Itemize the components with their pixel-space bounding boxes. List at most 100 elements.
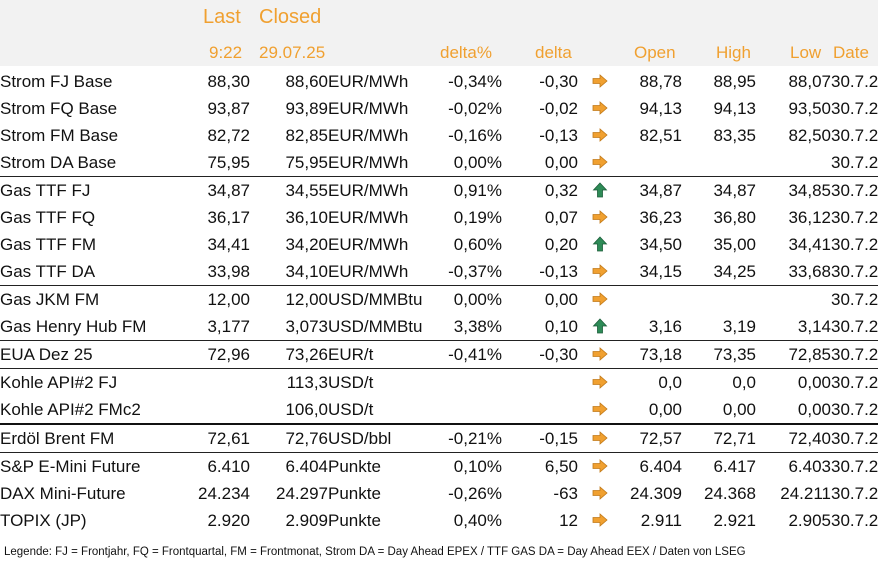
delta-value: -0,02 — [539, 98, 578, 118]
high-value — [682, 285, 756, 313]
arrow-right-icon — [578, 396, 622, 424]
last-value: 75,95 — [207, 152, 250, 172]
arrow-right-icon — [578, 368, 622, 396]
table-row: Gas TTF FQ 36,17 36,10 EUR/MWh 0,19% 0,07 36,2… — [0, 204, 878, 231]
open-value: 24.309 — [630, 483, 682, 503]
instrument-name: Gas JKM FM — [0, 285, 170, 313]
high-value: 34,87 — [682, 176, 756, 204]
instrument-name: Kohle API#2 FMc2 — [0, 399, 141, 419]
delta-percent: 0,40% — [453, 510, 502, 530]
header-closed-date: 29.07.25 — [259, 43, 326, 62]
row-date: 30.7.25 — [831, 71, 878, 91]
instrument-name: Erdöl Brent FM — [0, 423, 170, 453]
low-value — [756, 285, 831, 313]
header-delta: delta — [535, 43, 572, 62]
arrow-right-icon — [578, 507, 622, 534]
arrow-right-icon — [578, 258, 622, 286]
delta-value: -0,30 — [539, 71, 578, 91]
header-high: High — [716, 43, 751, 62]
header-last-time: 9:22 — [209, 43, 243, 62]
table-header: Last Closed 9:22 29.07.25 delta% delta O… — [0, 0, 878, 66]
high-value: 94,13 — [713, 98, 756, 118]
instrument-name: Strom FQ Base — [0, 98, 118, 118]
low-value: 34,85 — [756, 176, 831, 204]
delta-value: -0,15 — [502, 423, 578, 453]
open-value: 2.911 — [640, 510, 682, 530]
last-value: 72,96 — [170, 340, 250, 369]
delta-percent: 0,00% — [453, 152, 502, 172]
low-value: 72,85 — [756, 340, 831, 369]
high-value: 24.368 — [704, 483, 756, 503]
unit: EUR/MWh — [328, 261, 409, 281]
open-value: 0,0 — [622, 368, 682, 396]
high-value: 3,19 — [722, 316, 756, 336]
last-value: 24.234 — [198, 483, 250, 503]
arrow-right-icon — [578, 95, 622, 122]
last-value: 6.410 — [170, 452, 250, 480]
arrow-right-icon — [578, 452, 622, 480]
last-value: 33,98 — [207, 261, 250, 281]
delta-percent — [430, 368, 502, 396]
last-value — [170, 368, 250, 396]
delta-percent: -0,02% — [448, 98, 502, 118]
delta-percent: 3,38% — [453, 316, 502, 336]
last-value — [170, 396, 250, 424]
low-value: 2.905 — [788, 510, 831, 530]
high-value: 2.921 — [713, 510, 756, 530]
arrow-up-icon — [578, 231, 622, 258]
table-row: EUA Dez 25 72,96 73,26 EUR/t -0,41% -0,30 73,1… — [0, 340, 878, 369]
header-closed: Closed — [259, 6, 322, 28]
arrow-up-icon — [578, 176, 622, 204]
open-value: 73,18 — [622, 340, 682, 369]
low-value: 36,12 — [788, 207, 831, 227]
closed-value: 34,55 — [250, 176, 328, 204]
last-value: 88,30 — [207, 71, 250, 91]
high-value: 0,00 — [722, 399, 756, 419]
table-row: TOPIX (JP) 2.920 2.909 Punkte 0,40% 12 2.911 2.… — [0, 507, 878, 534]
low-value: 24.211 — [780, 483, 831, 503]
high-value: 35,00 — [713, 234, 756, 254]
row-date: 30.7.25 — [831, 125, 878, 145]
delta-value: -0,30 — [502, 340, 578, 369]
header-low: Low — [790, 43, 822, 62]
high-value: 36,80 — [713, 207, 756, 227]
unit: EUR/MWh — [328, 176, 430, 204]
instrument-name: Strom FM Base — [0, 125, 119, 145]
table-row: DAX Mini-Future 24.234 24.297 Punkte -0,26% -… — [0, 480, 878, 507]
high-value — [682, 149, 756, 177]
delta-value: 0,00 — [544, 152, 578, 172]
low-value — [756, 149, 831, 177]
table-row: Kohle API#2 FMc2 106,0 USD/t 0,00 0,00 0,00 30… — [0, 396, 878, 424]
high-value: 83,35 — [713, 125, 756, 145]
table-row: Kohle API#2 FJ 113,3 USD/t 0,0 0,0 0,00 30.7.2… — [0, 368, 878, 396]
unit: EUR/MWh — [328, 207, 409, 227]
table-row: Gas TTF FJ 34,87 34,55 EUR/MWh 0,91% 0,32 34,8… — [0, 176, 878, 204]
last-value: 82,72 — [207, 125, 250, 145]
closed-value: 82,85 — [285, 125, 328, 145]
high-value: 73,35 — [682, 340, 756, 369]
header-delta-pct: delta% — [440, 43, 492, 62]
low-value: 72,40 — [756, 423, 831, 453]
unit: Punkte — [328, 510, 381, 530]
closed-value: 93,89 — [285, 98, 328, 118]
arrow-right-icon — [578, 149, 622, 177]
instrument-name: DAX Mini-Future — [0, 483, 126, 503]
high-value: 0,0 — [682, 368, 756, 396]
closed-value: 73,26 — [250, 340, 328, 369]
table-row: Erdöl Brent FM 72,61 72,76 USD/bbl -0,21% -0,… — [0, 423, 878, 453]
unit: USD/t — [328, 399, 374, 419]
table-row: Gas TTF DA 33,98 34,10 EUR/MWh -0,37% -0,13 34… — [0, 258, 878, 286]
closed-value: 36,10 — [285, 207, 328, 227]
unit: USD/MMBtu — [328, 285, 430, 313]
arrow-right-icon — [578, 480, 622, 507]
row-date: 30.7.25 — [831, 316, 878, 336]
closed-value: 72,76 — [250, 423, 328, 453]
market-data-table: Strom FJ Base 88,30 88,60 EUR/MWh -0,34% -0,3… — [0, 68, 878, 534]
closed-value: 34,10 — [285, 261, 328, 281]
last-value: 93,87 — [207, 98, 250, 118]
instrument-name: Gas Henry Hub FM — [0, 316, 147, 336]
instrument-name: S&P E-Mini Future — [0, 452, 170, 480]
delta-percent: 0,91% — [430, 176, 502, 204]
delta-value: -63 — [553, 483, 578, 503]
delta-value: 0,07 — [544, 207, 578, 227]
